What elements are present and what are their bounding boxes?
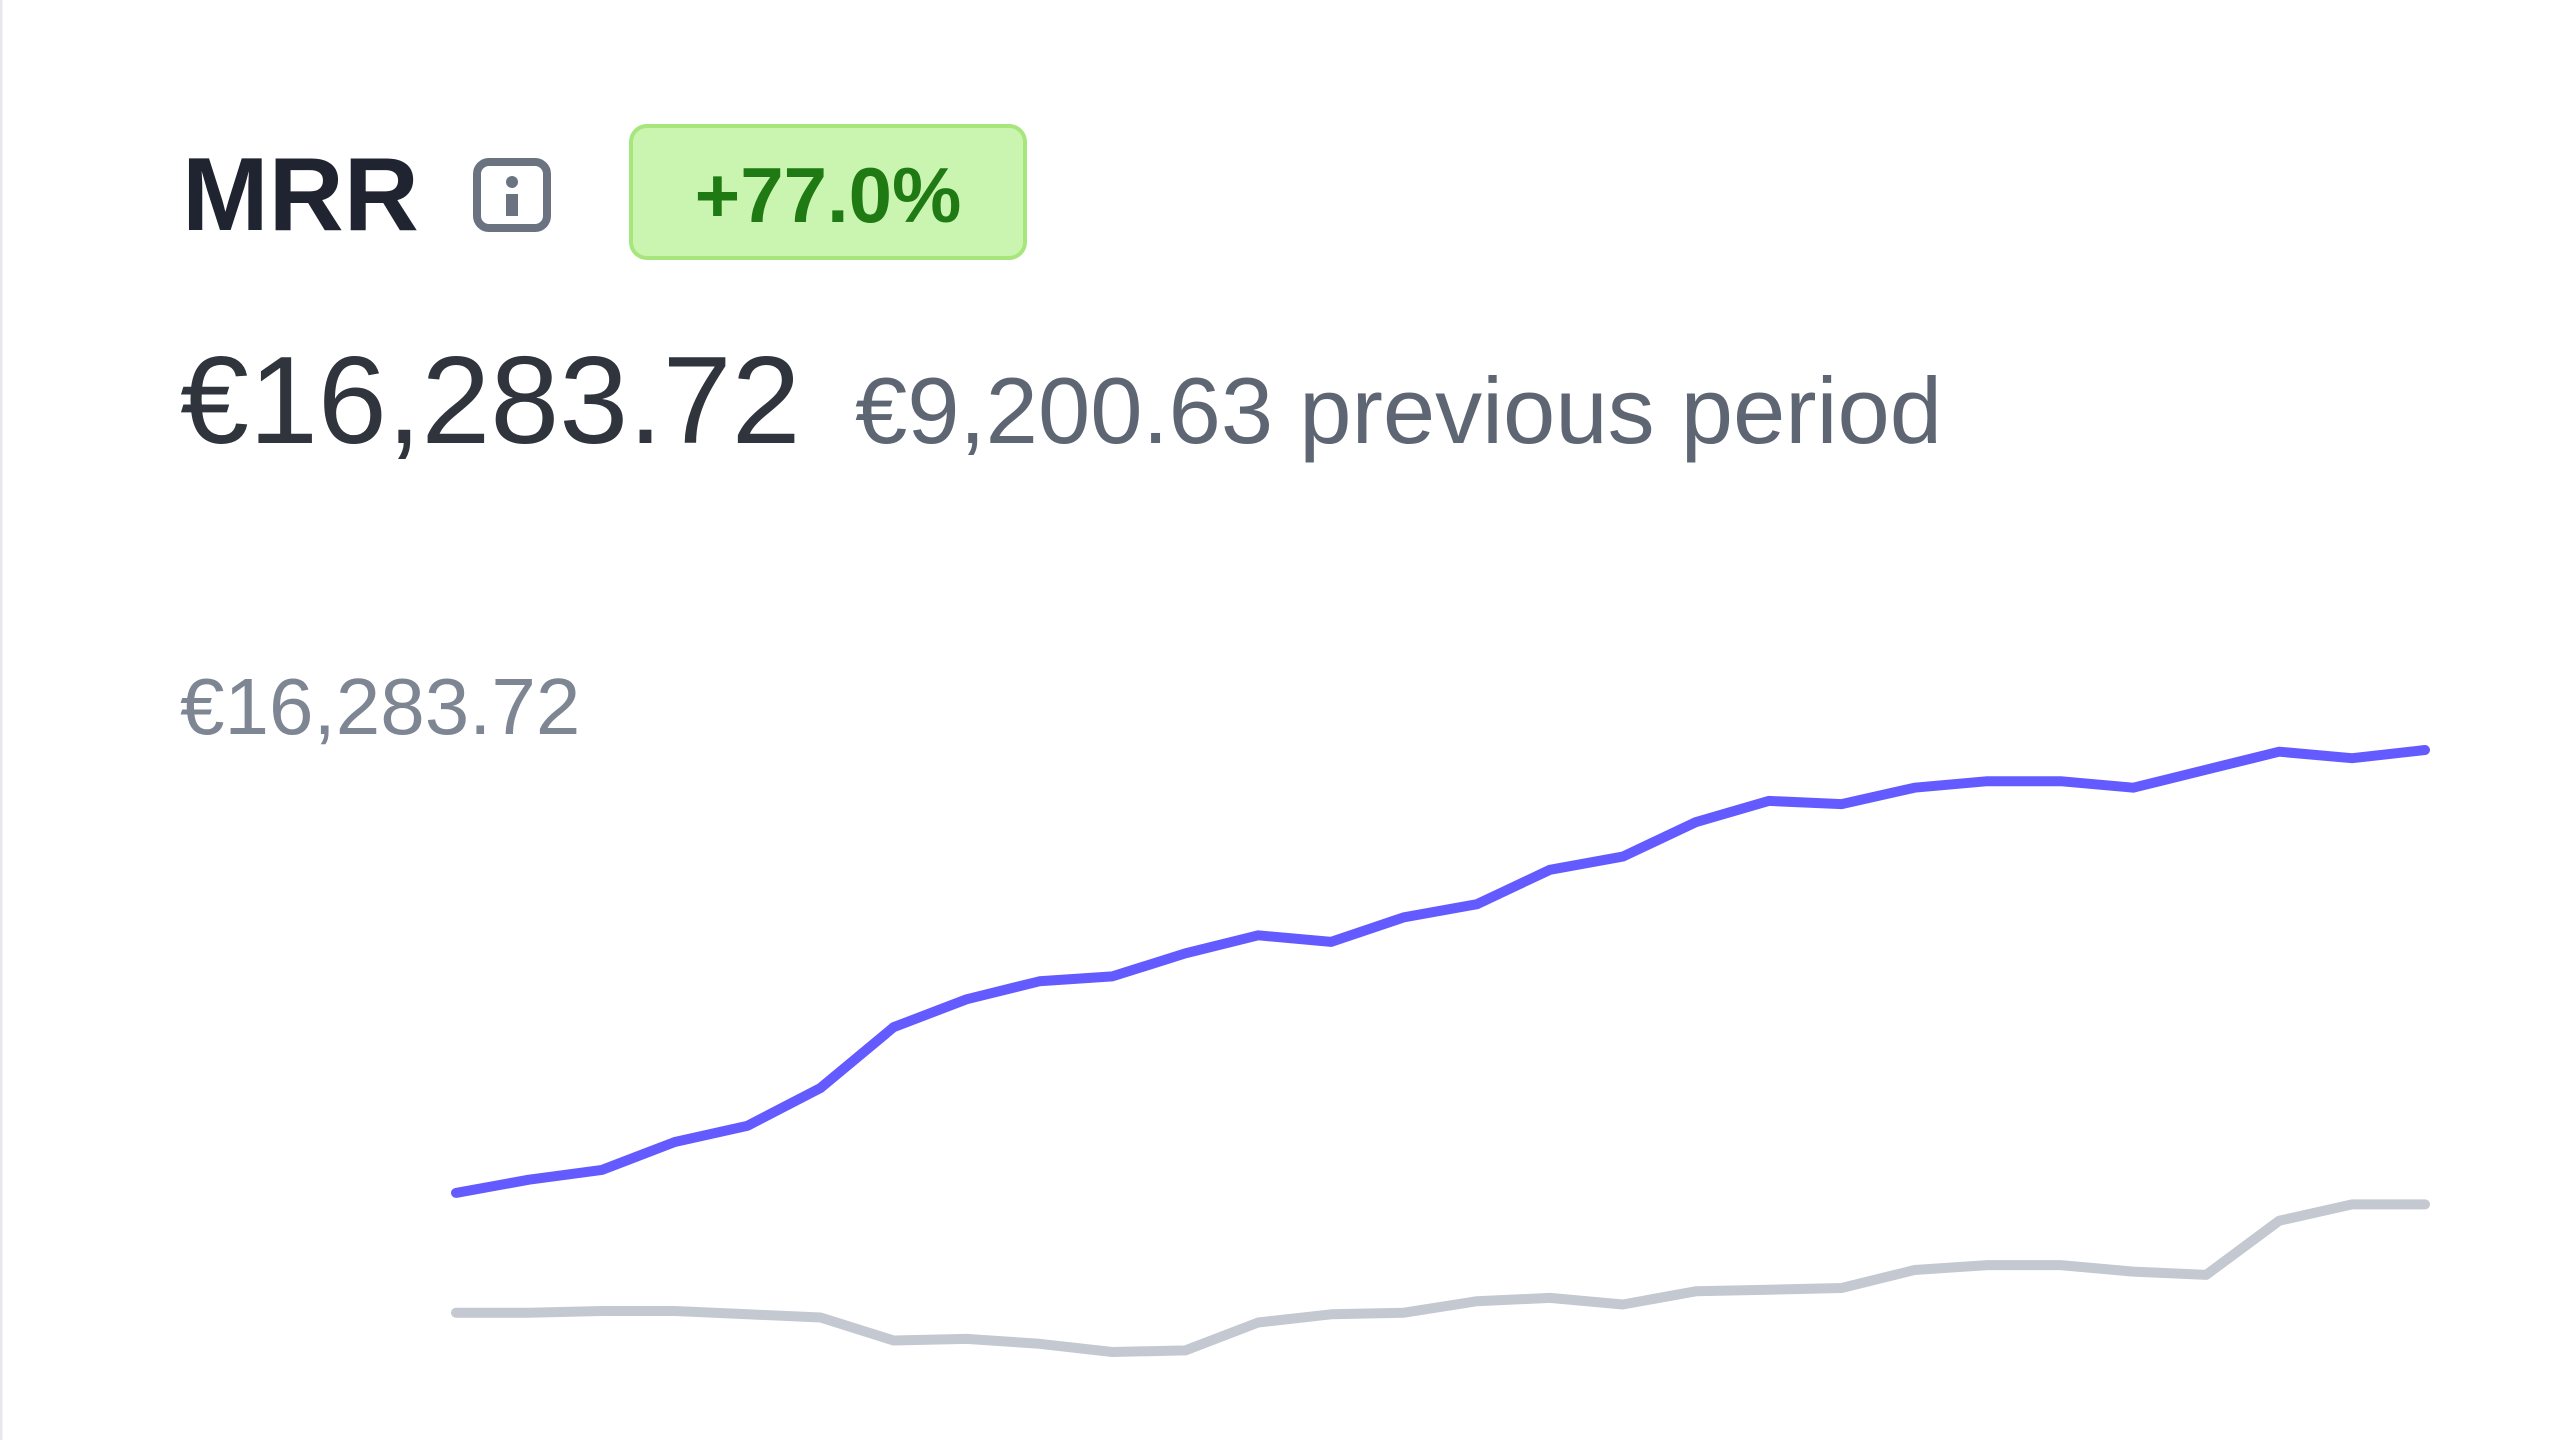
- info-icon-frame: [473, 158, 551, 232]
- series-line: [451, 745, 2430, 1198]
- current-value: €16,283.72: [180, 332, 801, 470]
- previous-value: €9,200.63 previous period: [855, 358, 1942, 463]
- change-value: +77.0%: [695, 151, 962, 239]
- metric-title: MRR: [182, 137, 419, 253]
- info-icon-dot: [506, 176, 518, 188]
- y-max-label: €16,283.72: [180, 662, 580, 751]
- info-icon-stem: [506, 194, 518, 216]
- series-line: [451, 1199, 2430, 1357]
- info-icon[interactable]: [473, 158, 551, 232]
- change-badge: [629, 124, 1027, 260]
